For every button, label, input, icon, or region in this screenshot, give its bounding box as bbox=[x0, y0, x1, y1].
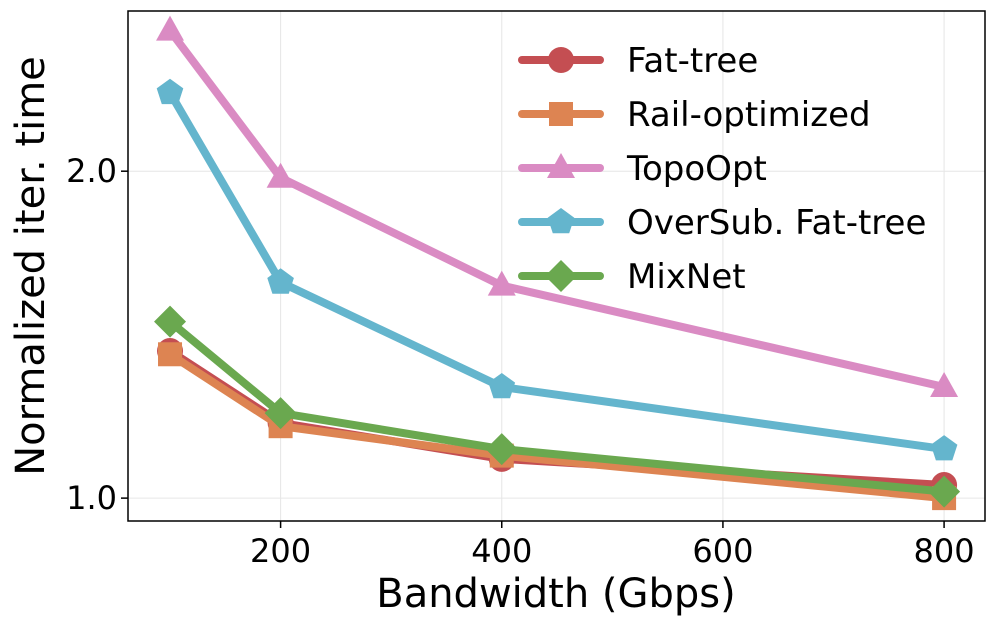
legend-label: MixNet bbox=[627, 257, 746, 297]
y-tick-label: 1.0 bbox=[66, 479, 117, 517]
data-point-topoopt bbox=[266, 162, 295, 188]
data-point-rail-optimized bbox=[158, 342, 183, 367]
legend-item-topoopt: TopoOpt bbox=[518, 149, 767, 189]
data-point-oversub-fat-tree bbox=[930, 435, 958, 461]
x-axis-title: Bandwidth (Gbps) bbox=[376, 571, 736, 617]
legend-item-rail-optimized: Rail-optimized bbox=[518, 95, 871, 135]
series-mixnet bbox=[154, 305, 961, 508]
legend-item-mixnet: MixNet bbox=[518, 257, 746, 297]
series-line-mixnet bbox=[166, 317, 949, 496]
y-tick-label: 2.0 bbox=[66, 152, 117, 190]
x-tick-label: 200 bbox=[250, 532, 311, 570]
legend-label: Rail-optimized bbox=[627, 95, 871, 135]
legend-label: OverSub. Fat-tree bbox=[627, 203, 926, 243]
series-topoopt bbox=[156, 15, 959, 397]
legend-marker bbox=[547, 153, 575, 178]
data-point-oversub-fat-tree bbox=[156, 78, 184, 105]
data-point-mixnet bbox=[154, 305, 187, 338]
data-point-oversub-fat-tree bbox=[267, 268, 294, 294]
x-tick-label: 400 bbox=[471, 532, 532, 570]
data-point-mixnet bbox=[264, 397, 297, 430]
data-point-topoopt bbox=[156, 15, 185, 41]
data-point-topoopt bbox=[930, 371, 959, 397]
legend-marker bbox=[547, 208, 575, 234]
legend-marker bbox=[549, 102, 573, 126]
legend-marker bbox=[548, 47, 574, 73]
legend: Fat-tree Rail-optimized TopoOpt OverSub. Fa… bbox=[518, 41, 926, 297]
legend-label: TopoOpt bbox=[626, 149, 767, 189]
y-axis: 1.0 2.0 bbox=[66, 152, 128, 517]
data-point-oversub-fat-tree bbox=[488, 373, 516, 399]
y-axis-title: Normalized iter. time bbox=[8, 56, 54, 476]
data-point-topoopt bbox=[487, 270, 516, 296]
series-line-topoopt bbox=[166, 26, 949, 391]
legend-item-oversub-fat-tree: OverSub. Fat-tree bbox=[518, 203, 926, 243]
legend-marker bbox=[545, 260, 577, 292]
x-tick-label: 800 bbox=[914, 532, 975, 570]
legend-label: Fat-tree bbox=[627, 41, 758, 81]
data-point-mixnet bbox=[928, 475, 961, 508]
legend-item-fat-tree: Fat-tree bbox=[518, 41, 758, 81]
series-line-rail-optimized bbox=[166, 350, 949, 503]
plot-frame bbox=[127, 10, 986, 522]
series-layer bbox=[154, 15, 961, 511]
x-tick-label: 600 bbox=[692, 532, 753, 570]
x-axis: 200 400 600 800 bbox=[250, 521, 975, 570]
series-line-oversub-fat-tree bbox=[166, 88, 949, 454]
data-point-mixnet bbox=[485, 433, 518, 466]
series-oversub-fat-tree bbox=[156, 78, 958, 461]
